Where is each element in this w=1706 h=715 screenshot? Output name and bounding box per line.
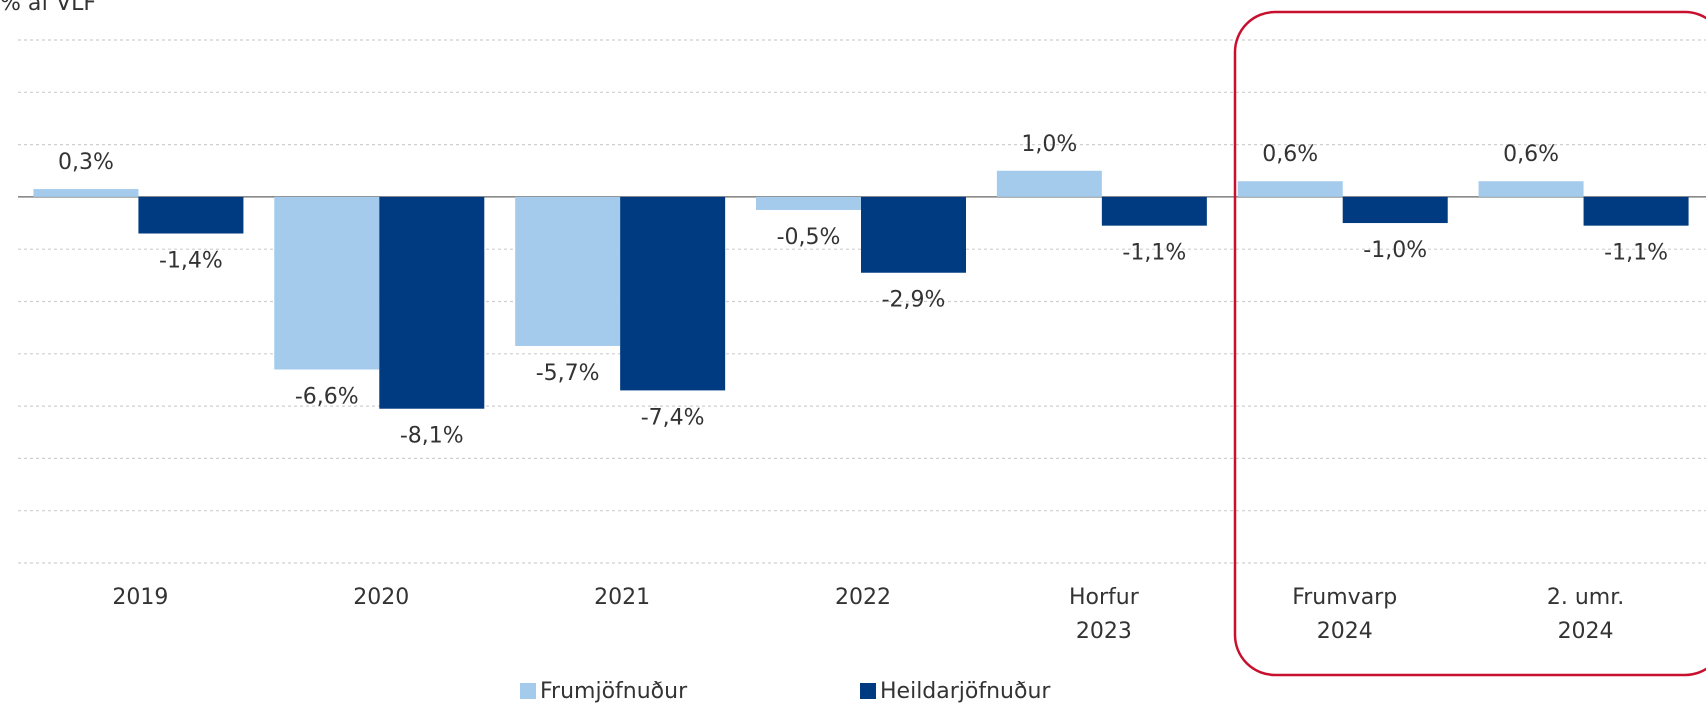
data-label: -1,1% bbox=[1122, 241, 1186, 266]
data-label: -7,4% bbox=[641, 405, 705, 430]
data-label: 1,0% bbox=[1021, 132, 1077, 157]
data-label: -0,5% bbox=[777, 225, 841, 250]
x-tick-label: Horfur 2023 bbox=[1068, 585, 1139, 644]
bar bbox=[1237, 181, 1343, 197]
bar bbox=[1342, 196, 1448, 224]
legend-label: Frumjöfnuður bbox=[540, 679, 688, 704]
data-label: -8,1% bbox=[400, 424, 464, 449]
data-label: -5,7% bbox=[536, 361, 600, 386]
legend-swatch bbox=[520, 683, 536, 699]
y-axis-label: % af VLF bbox=[0, 0, 96, 16]
x-tick-label: 2022 bbox=[835, 585, 891, 610]
bar bbox=[996, 170, 1102, 197]
x-tick-label: Frumvarp 2024 bbox=[1292, 585, 1398, 644]
data-label: 0,6% bbox=[1503, 142, 1559, 167]
bar bbox=[756, 196, 861, 210]
data-label: -6,6% bbox=[295, 384, 359, 409]
data-label: 0,3% bbox=[58, 150, 114, 175]
x-tick-label: 2020 bbox=[353, 585, 410, 610]
data-label: 0,6% bbox=[1262, 142, 1318, 167]
bar bbox=[379, 196, 485, 409]
x-tick-label: 2021 bbox=[594, 585, 651, 610]
data-label: -2,9% bbox=[882, 288, 946, 313]
highlight-box bbox=[1233, 10, 1706, 677]
legend-label: Heildarjöfnuður bbox=[880, 679, 1051, 704]
x-tick-label: 2019 bbox=[112, 585, 169, 610]
bar bbox=[1478, 181, 1584, 197]
bar bbox=[33, 189, 139, 197]
bar bbox=[861, 196, 966, 273]
x-tick-label: 2. umr. 2024 bbox=[1546, 585, 1625, 644]
legend-swatch bbox=[860, 683, 876, 699]
bar bbox=[620, 196, 726, 391]
data-label: -1,4% bbox=[159, 249, 223, 274]
bar bbox=[1101, 196, 1207, 226]
data-label: -1,1% bbox=[1604, 241, 1668, 266]
bar bbox=[515, 196, 621, 346]
bar bbox=[274, 196, 380, 370]
bar bbox=[1583, 196, 1689, 226]
data-label: -1,0% bbox=[1363, 238, 1427, 263]
bar bbox=[138, 196, 244, 234]
